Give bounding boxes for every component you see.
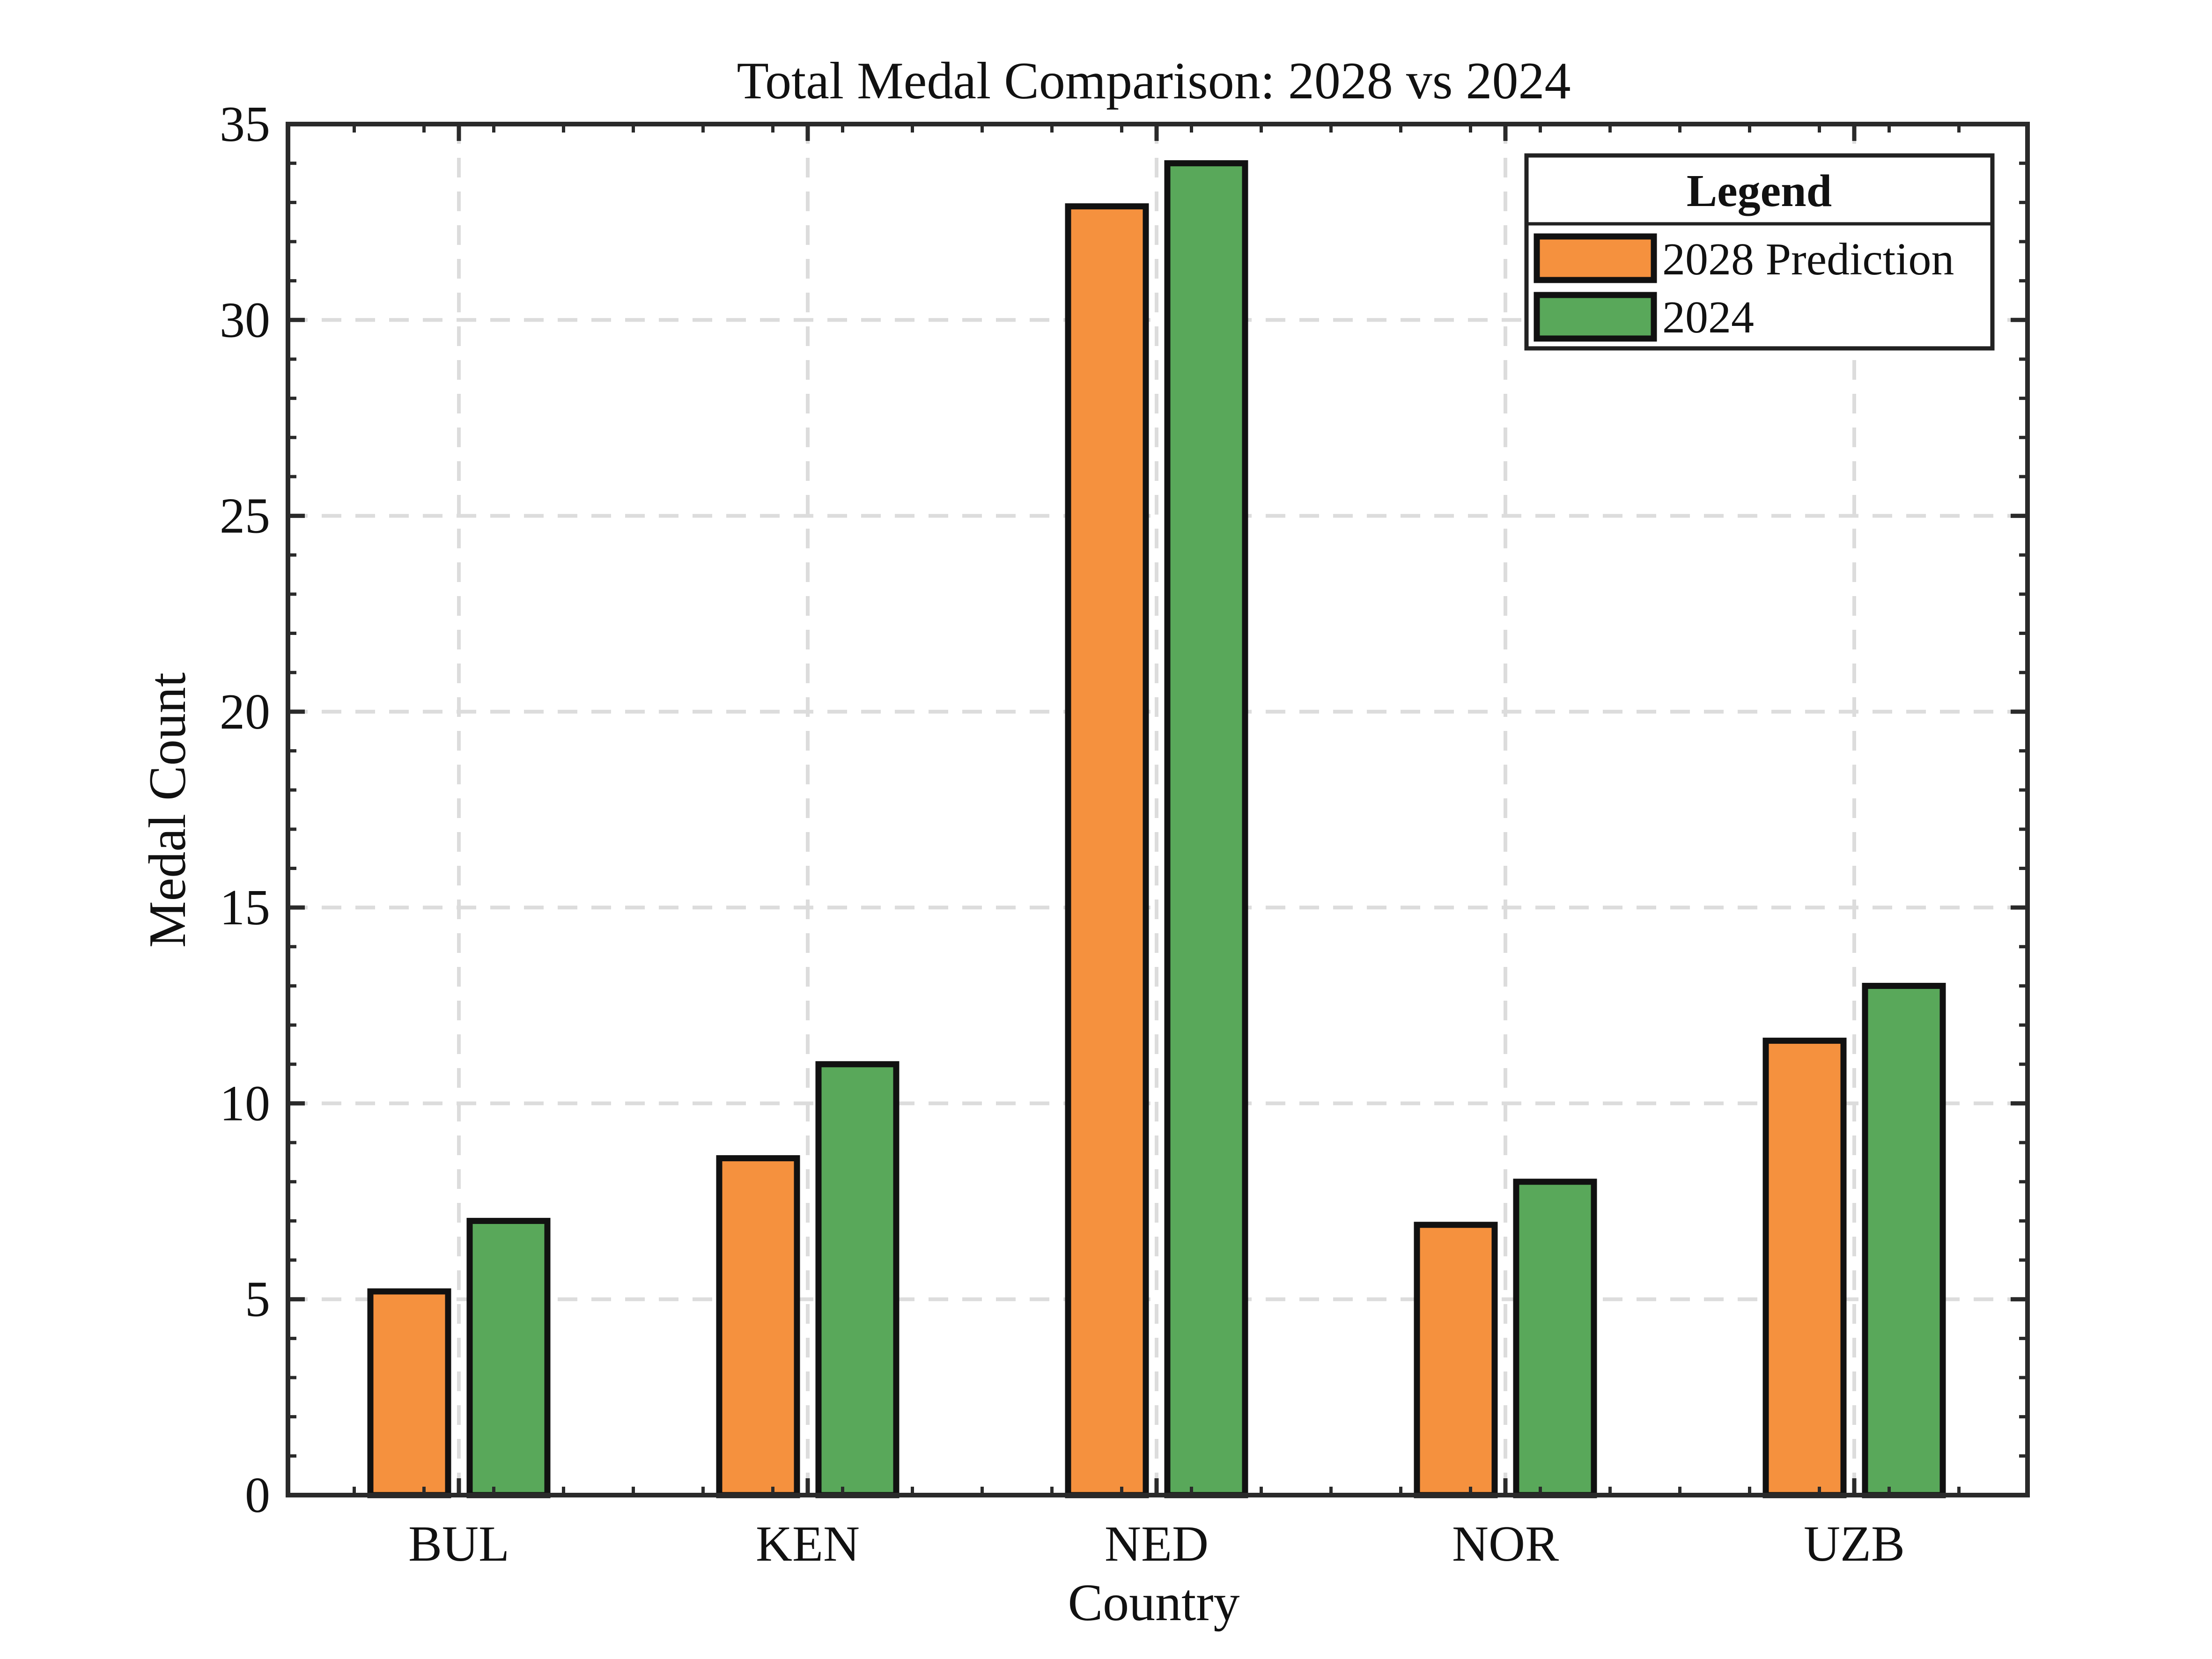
x-tick-label: NED [1105, 1516, 1209, 1572]
y-tick-label: 15 [220, 880, 270, 936]
bar-2024-nor [1513, 1179, 1597, 1498]
x-tick-label: UZB [1804, 1516, 1905, 1572]
bar-2028-prediction-nor [1414, 1222, 1498, 1498]
bar-2028-prediction-uzb [1762, 1038, 1847, 1498]
legend-label-2024: 2024 [1662, 292, 1754, 343]
legend-swatch-2028-prediction [1534, 233, 1657, 283]
y-tick-label: 35 [220, 96, 270, 152]
y-tick-label: 0 [245, 1467, 270, 1523]
x-axis-label: Country [1068, 1574, 1239, 1632]
legend-title: Legend [1687, 166, 1832, 216]
bar-2024-ken [815, 1061, 900, 1498]
tick-labels: 0 5 10 15 20 25 30 35 BUL KEN NED NOR UZB [220, 96, 1905, 1572]
chart-title: Total Medal Comparison: 2028 vs 2024 [737, 52, 1571, 110]
bar-2028-prediction-ken [716, 1155, 800, 1498]
y-tick-label: 10 [220, 1076, 270, 1131]
legend: Legend 2028 Prediction 2024 [1524, 153, 1995, 351]
legend-swatch-2024 [1534, 292, 1657, 342]
y-tick-label: 25 [220, 488, 270, 544]
y-axis-label: Medal Count [139, 672, 197, 948]
y-tick-label: 30 [220, 292, 270, 348]
bar-2028-prediction-ned [1065, 203, 1149, 1498]
axes [286, 122, 2030, 1497]
x-tick-label: NOR [1452, 1516, 1559, 1572]
bar-2028-prediction-bul [367, 1288, 451, 1498]
grid [288, 124, 2028, 1495]
bars [367, 160, 1946, 1498]
bar-2024-ned [1164, 160, 1248, 1498]
bar-2024-bul [466, 1217, 551, 1498]
bar-2024-uzb [1862, 982, 1946, 1498]
x-tick-label: BUL [408, 1516, 509, 1572]
y-tick-label: 20 [220, 684, 270, 740]
x-tick-label: KEN [756, 1516, 860, 1572]
y-tick-label: 5 [245, 1272, 270, 1327]
legend-label-2028-prediction: 2028 Prediction [1662, 234, 1954, 285]
